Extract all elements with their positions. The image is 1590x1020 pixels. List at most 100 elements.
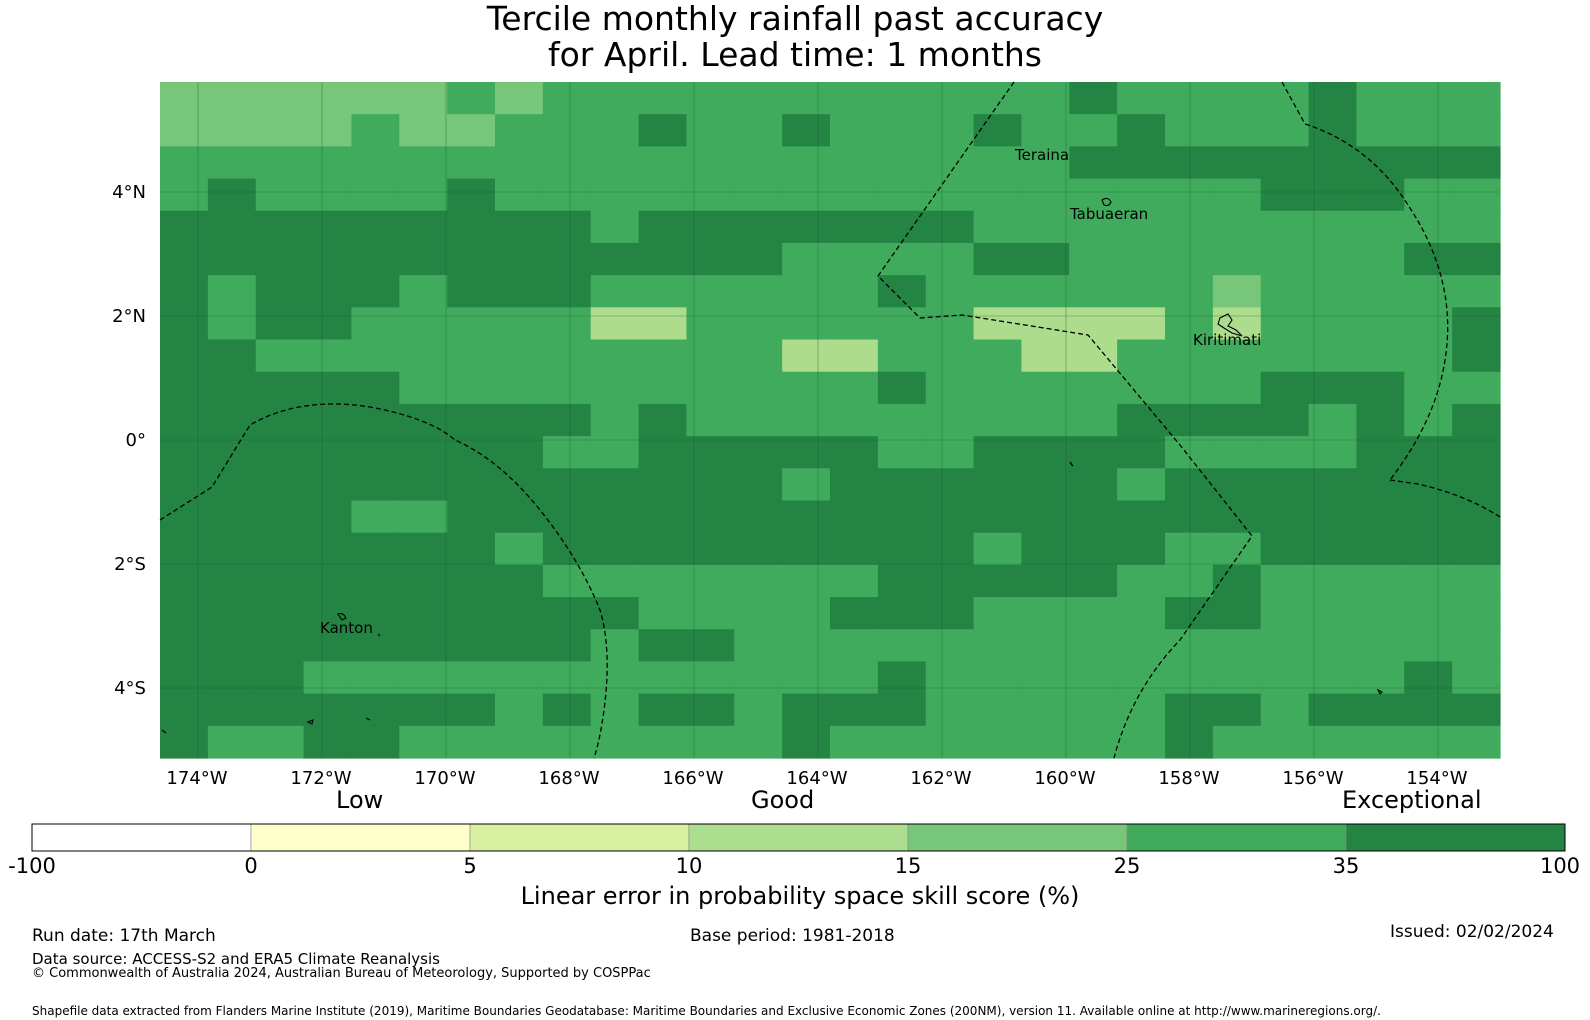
- grid-cell: [160, 468, 209, 502]
- grid-cell: [1452, 532, 1501, 566]
- islet-1: [377, 633, 381, 637]
- grid-cell: [734, 210, 783, 244]
- grid-cell: [447, 275, 496, 308]
- colorbar-frame: [31, 823, 1566, 852]
- grid-cell: [590, 693, 640, 727]
- grid-cell: [255, 114, 305, 147]
- grid-cell: [638, 114, 688, 147]
- grid-cell: [1021, 597, 1070, 630]
- grid-cell: [207, 629, 257, 663]
- grid-cell: [590, 629, 640, 663]
- grid-cell: [495, 210, 544, 244]
- grid-cell: [1452, 436, 1501, 469]
- grid-cell: [1356, 500, 1405, 534]
- grid-cell: [495, 307, 544, 341]
- grid-cell: [303, 597, 353, 630]
- grid-cell: [542, 242, 592, 276]
- chart-title-line-2: for April. Lead time: 1 months: [548, 35, 1042, 74]
- grid-cell: [782, 468, 831, 502]
- grid-cell: [1260, 403, 1310, 437]
- grid-cell: [973, 275, 1023, 308]
- place-label-kanton: Kanton: [320, 619, 373, 637]
- grid-cell: [1021, 275, 1070, 308]
- grid-cell: [1117, 532, 1166, 566]
- grid-cell: [399, 210, 448, 244]
- grid-cell: [1021, 661, 1070, 695]
- grid-cell: [1308, 629, 1358, 663]
- grid-cell: [686, 403, 735, 437]
- grid-cell: [877, 371, 927, 405]
- grid-cell: [638, 597, 688, 630]
- grid-cell: [782, 532, 831, 566]
- grid-cell: [207, 468, 257, 502]
- grid-cell: [1117, 661, 1166, 695]
- colorbar-tick: 5: [463, 854, 477, 878]
- grid-cell: [447, 371, 496, 405]
- grid-cell: [1117, 597, 1166, 630]
- grid-cell: [1356, 693, 1405, 727]
- grid-cell: [973, 210, 1023, 244]
- grid-cell: [255, 307, 305, 341]
- grid-cell: [495, 242, 544, 276]
- grid-cell: [734, 629, 783, 663]
- grid-cell: [686, 564, 735, 598]
- grid-cell: [1212, 597, 1262, 630]
- grid-cell: [1212, 275, 1262, 308]
- grid-cell: [1260, 468, 1310, 502]
- grid-cell: [973, 693, 1023, 727]
- grid-cell: [1308, 725, 1358, 759]
- grid-cell: [1069, 210, 1118, 244]
- grid-cell: [782, 178, 831, 212]
- eez-boundary-line-islands-north: [877, 81, 1253, 759]
- grid-cell: [1165, 693, 1214, 727]
- grid-cell: [1452, 178, 1501, 212]
- grid-cell: [638, 436, 688, 469]
- grid-cell: [1308, 693, 1358, 727]
- grid-cell: [542, 210, 592, 244]
- grid-cell: [973, 725, 1023, 759]
- grid-cell: [447, 307, 496, 341]
- grid-cell: [925, 307, 975, 341]
- grid-cell: [1021, 307, 1070, 341]
- grid-cell: [351, 307, 400, 341]
- grid-cell: [351, 242, 400, 276]
- grid-cell: [160, 629, 209, 663]
- grid-cell: [638, 146, 688, 180]
- grid-cell: [1356, 178, 1405, 212]
- colorbar-category-good: Good: [751, 786, 815, 814]
- grid-cell: [1356, 275, 1405, 308]
- grid-cell: [686, 468, 735, 502]
- grid-cell: [1260, 500, 1310, 534]
- grid-cell: [351, 629, 400, 663]
- grid-cell: [734, 114, 783, 147]
- grid-cell: [1021, 436, 1070, 469]
- grid-cell: [973, 436, 1023, 469]
- colorbar-swatch: [907, 823, 1128, 852]
- grid-cell: [590, 564, 640, 598]
- grid-cell: [160, 146, 209, 180]
- grid-cell: [160, 178, 209, 212]
- grid-cell: [973, 307, 1023, 341]
- grid-cell: [1165, 339, 1214, 373]
- grid-cell: [686, 82, 735, 115]
- grid-cell: [1260, 339, 1310, 373]
- grid-cell: [1212, 468, 1262, 502]
- grid-cell: [542, 500, 592, 534]
- grid-cell: [399, 597, 448, 630]
- grid-cell: [1308, 403, 1358, 437]
- grid-cell: [925, 114, 975, 147]
- grid-cell: [1165, 629, 1214, 663]
- grid-cell: [925, 82, 975, 115]
- grid-cell: [399, 661, 448, 695]
- grid-cell: [973, 468, 1023, 502]
- grid-cell: [1165, 371, 1214, 405]
- grid-cell: [734, 564, 783, 598]
- grid-cell: [1260, 436, 1310, 469]
- grid-cell: [973, 597, 1023, 630]
- grid-cell: [1356, 597, 1405, 630]
- grid-cell: [207, 403, 257, 437]
- grid-cell: [877, 339, 927, 373]
- grid-cell: [399, 500, 448, 534]
- grid-cell: [877, 178, 927, 212]
- grid-cell: [495, 693, 544, 727]
